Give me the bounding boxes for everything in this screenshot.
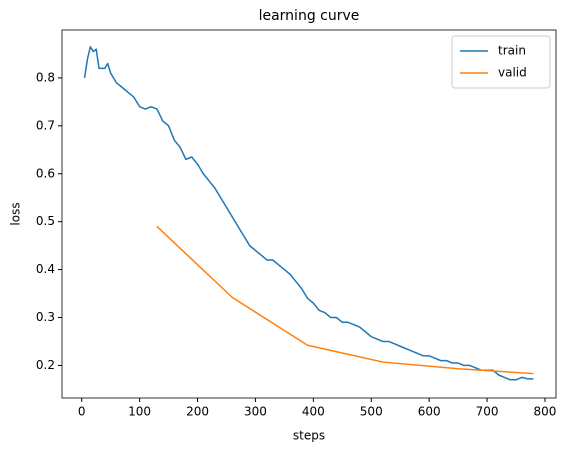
x-tick-label: 200	[186, 405, 209, 419]
x-tick-label: 600	[418, 405, 441, 419]
plot-frame	[61, 29, 557, 399]
x-tick-label: 500	[360, 405, 383, 419]
line-series	[83, 46, 534, 381]
legend-label: valid	[498, 66, 527, 80]
x-tick-label: 100	[128, 405, 151, 419]
y-tick-label: 0.6	[36, 166, 55, 180]
y-tick-label: 0.7	[36, 118, 55, 132]
x-axis-label: steps	[293, 429, 325, 443]
y-tick-label: 0.2	[36, 358, 55, 372]
legend-box	[451, 35, 551, 89]
chart-title: learning curve	[259, 8, 360, 24]
y-tick-label: 0.3	[36, 310, 55, 324]
x-tick-label: 700	[476, 405, 499, 419]
y-tick-label: 0.8	[36, 70, 55, 84]
x-tick-label: 0	[78, 405, 86, 419]
x-tick-label: 400	[302, 405, 325, 419]
y-axis-label: loss	[9, 202, 23, 225]
x-tick-label: 800	[534, 405, 557, 419]
x-tick-label: 300	[244, 405, 267, 419]
legend-label: train	[498, 44, 526, 58]
y-tick-label: 0.4	[36, 262, 55, 276]
y-tick-label: 0.5	[36, 214, 55, 228]
line-series	[156, 225, 534, 375]
